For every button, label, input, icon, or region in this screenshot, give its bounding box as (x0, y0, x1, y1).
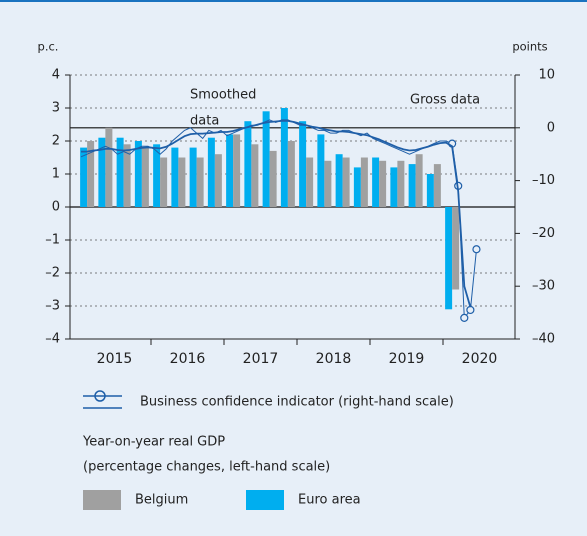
annotation: Smoothed (190, 88, 256, 103)
y-tick-label: 1 (52, 167, 60, 182)
bar (415, 154, 423, 207)
bar (207, 137, 215, 207)
bar (342, 157, 350, 207)
x-tick-label: 2015 (97, 351, 133, 367)
bar (141, 147, 149, 207)
bar (433, 164, 441, 207)
bar (134, 141, 142, 207)
bar (80, 147, 88, 207)
x-tick-label: 2018 (316, 351, 352, 367)
bar (299, 121, 307, 207)
y-tick-label: –2 (45, 266, 60, 281)
annotation: Gross data (410, 93, 480, 108)
legend-swatch (83, 490, 121, 510)
line-marker (472, 245, 481, 254)
bar (105, 127, 113, 207)
x-tick-label: 2019 (389, 351, 425, 367)
bar (160, 157, 168, 207)
top-border (0, 0, 587, 2)
y-tick-label: –4 (45, 332, 60, 347)
x-tick-label: 2016 (170, 351, 206, 367)
bar (269, 150, 277, 207)
bar (324, 160, 332, 207)
confidence-line (81, 120, 472, 308)
legend-label: Business confidence indicator (right-han… (140, 395, 454, 410)
legend-label: Belgium (135, 493, 188, 508)
left-axis-label: p.c. (38, 40, 59, 54)
y2-tick-label: –40 (532, 332, 555, 347)
bar (178, 157, 186, 207)
y2-tick-label: –10 (532, 173, 555, 188)
y-tick-label: –3 (45, 299, 60, 314)
bar (214, 154, 222, 207)
bar (452, 207, 460, 290)
bar (445, 207, 453, 310)
x-tick-label: 2017 (243, 351, 279, 367)
bar (262, 111, 270, 207)
bar (353, 167, 361, 207)
bar (280, 108, 288, 207)
bar (233, 134, 241, 207)
legend-label: Euro area (298, 493, 361, 508)
bar (426, 174, 434, 207)
legend-swatch (246, 490, 284, 510)
y-tick-label: –1 (45, 233, 60, 248)
bar (189, 147, 197, 207)
y2-tick-label: –20 (532, 226, 555, 241)
bar (317, 134, 325, 207)
bar (372, 157, 380, 207)
y-tick-label: 0 (52, 200, 60, 215)
bar (98, 137, 106, 207)
legend-title: (percentage changes, left-hand scale) (83, 460, 330, 475)
legend-marker (94, 390, 106, 402)
bar (397, 160, 405, 207)
y-tick-label: 2 (52, 134, 60, 149)
bar (244, 121, 252, 207)
bar (408, 164, 416, 207)
y-tick-label: 4 (52, 68, 60, 83)
y-tick-label: 3 (52, 101, 60, 116)
x-tick-label: 2020 (462, 351, 498, 367)
bar (123, 144, 131, 207)
bar (251, 144, 259, 207)
y2-tick-label: –30 (532, 279, 555, 294)
legend-title: Year-on-year real GDP (82, 435, 225, 450)
bar (171, 147, 179, 207)
bar (87, 141, 95, 207)
y2-tick-label: 0 (547, 120, 555, 135)
bar (153, 144, 161, 207)
y2-tick-label: 10 (538, 68, 555, 83)
bar (379, 160, 387, 207)
annotation: data (190, 114, 219, 129)
bar (390, 167, 398, 207)
bar (196, 157, 204, 207)
bar (116, 137, 124, 207)
line-marker (460, 313, 469, 322)
line-marker (466, 305, 475, 315)
bar (287, 141, 295, 207)
bar (226, 134, 234, 207)
bar (306, 157, 314, 207)
right-axis-label: points (512, 40, 547, 54)
bar (360, 157, 368, 207)
bar (335, 154, 343, 207)
